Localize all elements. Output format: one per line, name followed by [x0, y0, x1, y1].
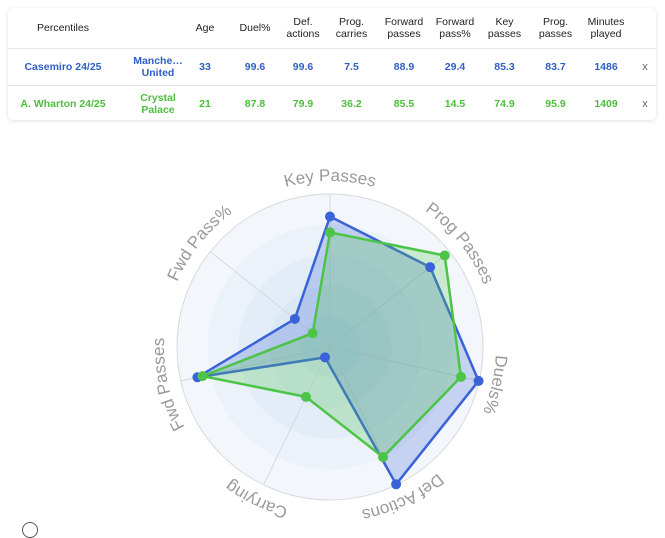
- header-duel-pct: Duel%: [239, 22, 271, 34]
- table-row: Casemiro 24/25 Manche… United 33 99.6 99…: [8, 49, 656, 86]
- data-point: [307, 328, 318, 339]
- remove-row-button[interactable]: x: [642, 61, 648, 73]
- data-point: [378, 452, 389, 463]
- header-prog-passes: Prog. passes: [538, 16, 573, 40]
- avatar-icon: [22, 522, 38, 538]
- data-point: [439, 250, 450, 261]
- player-name[interactable]: Casemiro 24/25: [24, 61, 102, 73]
- prog-carries-value: 7.5: [344, 61, 359, 73]
- prog-carries-value: 36.2: [341, 98, 362, 110]
- prog-passes-value: 95.9: [545, 98, 566, 110]
- header-minutes-played: Minutes played: [587, 16, 625, 40]
- header-prog-carries: Prog. carries: [335, 16, 368, 40]
- data-point: [197, 371, 208, 382]
- minutes-value: 1409: [594, 98, 618, 110]
- age-value: 21: [199, 98, 211, 110]
- minutes-value: 1486: [594, 61, 618, 73]
- data-point: [320, 352, 331, 363]
- axis-spoke: [329, 346, 480, 382]
- axis-label: Duels%: [479, 355, 511, 418]
- forward-passes-value: 85.5: [393, 98, 415, 110]
- header-percentiles: Percentiles: [37, 22, 89, 34]
- data-point: [425, 262, 436, 273]
- data-point: [325, 211, 335, 222]
- forward-passes-value: 88.9: [393, 61, 415, 73]
- series-area-casemiro: [196, 215, 480, 486]
- axis-label: Key Passes: [282, 166, 378, 191]
- series-area-wharton: [201, 231, 463, 459]
- header-key-passes: Key passes: [487, 16, 522, 40]
- percentiles-table: Percentiles Age Duel% Def. actions Prog.…: [8, 8, 656, 120]
- data-point: [391, 479, 402, 490]
- def-actions-value: 99.6: [292, 61, 314, 73]
- axis-spoke: [263, 346, 331, 486]
- remove-row-button[interactable]: x: [642, 98, 648, 110]
- header-forward-pass-pct: Forward pass%: [435, 16, 475, 40]
- player-name[interactable]: A. Wharton 24/25: [20, 98, 106, 110]
- key-passes-value: 74.9: [494, 98, 515, 110]
- header-age: Age: [195, 22, 215, 34]
- header-def-actions: Def. actions: [286, 16, 320, 40]
- duel-pct-value: 87.8: [244, 98, 266, 110]
- def-actions-value: 79.9: [292, 98, 314, 110]
- prog-passes-value: 83.7: [545, 61, 566, 73]
- header-forward-passes: Forward passes: [384, 16, 424, 40]
- duel-pct-value: 99.6: [244, 61, 266, 73]
- data-point: [325, 227, 335, 238]
- forward-pass-pct-value: 29.4: [444, 61, 466, 73]
- key-passes-value: 85.3: [494, 61, 515, 73]
- data-point: [289, 313, 300, 324]
- team-name: Manche… United: [133, 55, 183, 79]
- age-value: 33: [199, 61, 211, 73]
- data-point: [455, 371, 466, 382]
- table-header: Percentiles Age Duel% Def. actions Prog.…: [8, 8, 656, 49]
- table-row: A. Wharton 24/25 Crystal Palace 21 87.8 …: [8, 86, 656, 120]
- data-point: [300, 391, 311, 402]
- axis-spoke: [329, 346, 397, 486]
- team-name: Crystal Palace: [140, 92, 176, 116]
- data-point: [473, 375, 484, 386]
- forward-pass-pct-value: 14.5: [444, 98, 466, 110]
